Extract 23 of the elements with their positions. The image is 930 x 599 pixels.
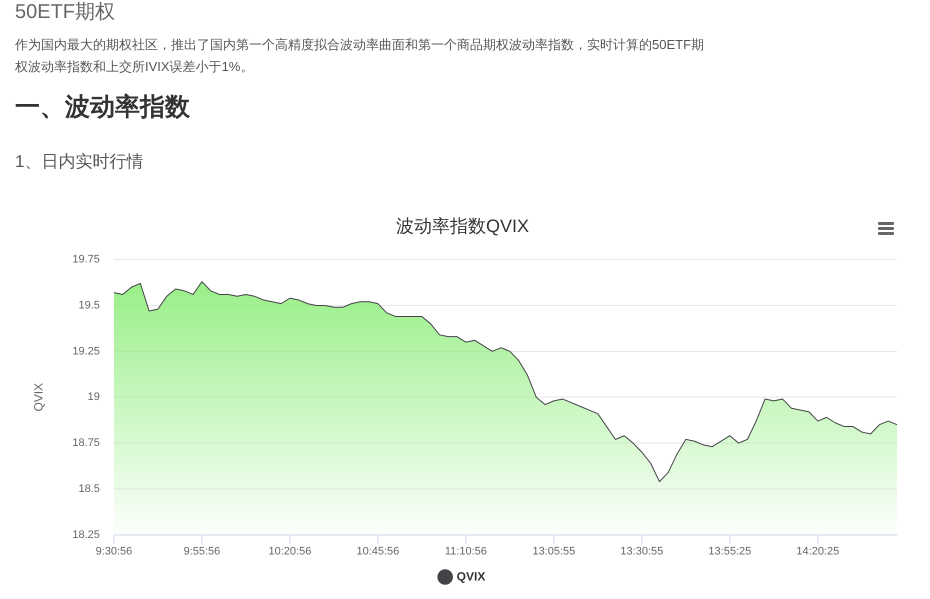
x-tick-label: 11:10:56 xyxy=(444,545,487,558)
text: 1、日内实时行情 xyxy=(15,151,144,173)
chart-title: 波动率指数QVIX xyxy=(396,216,530,236)
text: 50ETF期权 xyxy=(15,0,116,24)
y-tick-label: 19.75 xyxy=(72,254,100,266)
x-tick-label: 13:30:55 xyxy=(620,545,664,558)
x-tick-label: 10:45:56 xyxy=(356,545,400,558)
y-tick-label: 18.25 xyxy=(72,528,100,541)
text: 作为国内最大的期权社区，推出了国内第一个高精度拟合波动率曲面和第一个商品期权波动率指数，实时计算的50ETF期权波动率指数和上交所IVIX误差小于1%。 xyxy=(15,36,706,76)
legend-label: QVIX xyxy=(456,569,486,584)
y-tick-label: 19.5 xyxy=(78,300,100,312)
x-tick-label: 13:55:25 xyxy=(708,545,752,558)
y-tick-label: 19.25 xyxy=(72,345,100,358)
x-tick-label: 10:20:56 xyxy=(268,545,312,558)
y-tick-label: 18.75 xyxy=(72,437,100,450)
y-tick-label: 18.5 xyxy=(78,482,100,495)
y-axis-title: QVIX xyxy=(32,382,46,412)
x-tick-label: 14:20:25 xyxy=(796,545,840,558)
x-tick-label: 9:55:56 xyxy=(184,545,220,558)
x-tick-label: 13:05:55 xyxy=(532,545,576,558)
text: 一、波动率指数 xyxy=(15,92,190,123)
x-tick-label: 9:30:56 xyxy=(96,545,132,558)
y-tick-label: 19 xyxy=(88,391,100,404)
